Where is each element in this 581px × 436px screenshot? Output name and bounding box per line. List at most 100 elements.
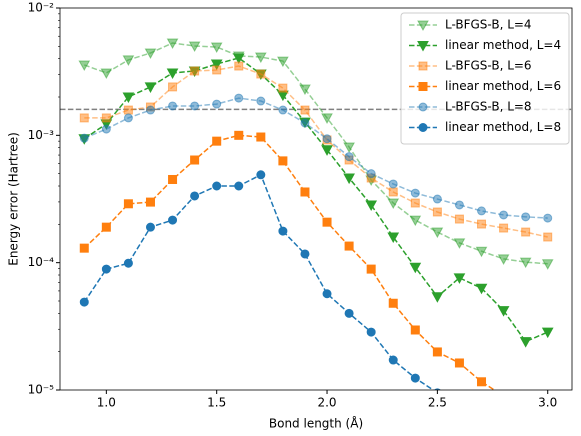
marker: [432, 194, 442, 204]
marker: [499, 223, 509, 233]
marker: [188, 41, 201, 53]
marker: [322, 217, 332, 227]
marker: [79, 113, 89, 123]
marker: [300, 187, 310, 197]
marker: [387, 232, 400, 244]
marker: [519, 337, 532, 348]
marker: [168, 101, 178, 111]
marker: [101, 222, 111, 232]
marker: [166, 68, 179, 79]
marker: [254, 52, 267, 64]
marker: [79, 297, 89, 307]
marker: [123, 113, 133, 123]
marker: [477, 377, 487, 387]
x-tick-label: 1.5: [207, 396, 226, 410]
marker: [144, 48, 157, 60]
marker: [477, 206, 487, 216]
marker: [410, 373, 420, 383]
x-tick-label: 1.0: [97, 396, 116, 410]
x-tick-label: 3.0: [538, 396, 557, 410]
legend-marker: [417, 41, 429, 52]
marker: [321, 145, 333, 156]
marker: [123, 105, 133, 115]
marker: [453, 273, 466, 284]
marker: [122, 55, 135, 66]
marker: [543, 232, 553, 242]
marker: [232, 53, 245, 65]
marker: [278, 226, 288, 236]
marker: [166, 38, 179, 50]
marker: [168, 215, 178, 225]
marker: [343, 173, 355, 185]
legend-label: linear method, L=8: [445, 120, 561, 134]
marker: [190, 155, 200, 165]
marker: [234, 130, 244, 140]
marker: [234, 61, 244, 71]
plot-frame: [59, 7, 573, 391]
marker: [168, 174, 178, 184]
marker: [144, 82, 157, 93]
marker: [190, 101, 200, 111]
marker: [497, 306, 510, 317]
marker: [212, 136, 222, 146]
marker: [475, 246, 488, 258]
series-line: [84, 65, 548, 238]
legend-label: L-BFGS-B, L=6: [445, 59, 532, 73]
marker: [299, 84, 311, 96]
marker: [388, 179, 398, 189]
marker: [123, 258, 133, 268]
x-tick-label: 2.5: [428, 396, 447, 410]
marker: [410, 325, 420, 335]
marker: [322, 289, 332, 299]
marker: [145, 105, 155, 115]
marker: [168, 82, 178, 92]
marker: [234, 93, 244, 103]
marker: [500, 392, 508, 400]
legend-marker: [418, 61, 428, 71]
marker: [521, 212, 531, 222]
series-line: [83, 97, 548, 219]
marker: [79, 133, 89, 143]
marker: [388, 187, 398, 197]
legend-label: L-BFGS-B, L=4: [445, 18, 532, 32]
marker: [210, 59, 223, 71]
marker: [100, 68, 113, 79]
marker: [454, 358, 464, 368]
marker: [521, 227, 531, 237]
marker: [388, 355, 398, 365]
marker: [212, 181, 222, 191]
marker: [278, 83, 288, 93]
marker: [190, 66, 200, 76]
marker: [101, 124, 111, 134]
marker: [123, 199, 133, 209]
legend-label: linear method, L=4: [445, 38, 561, 52]
legend-label: L-BFGS-B, L=8: [445, 100, 532, 114]
marker: [453, 238, 466, 249]
legend-marker: [418, 102, 428, 112]
marker: [366, 264, 376, 274]
marker: [432, 207, 442, 217]
marker: [409, 262, 422, 274]
marker: [344, 308, 354, 318]
marker: [210, 42, 223, 54]
marker: [431, 227, 444, 239]
marker: [101, 264, 111, 274]
marker: [256, 69, 266, 79]
marker: [344, 241, 354, 251]
x-tick-label: 2.0: [317, 396, 336, 410]
marker: [212, 99, 222, 109]
marker: [300, 118, 310, 128]
marker: [278, 105, 288, 115]
legend-marker: [418, 123, 428, 132]
legend-box: [400, 12, 570, 145]
marker: [234, 181, 244, 191]
marker: [122, 92, 135, 104]
marker: [256, 132, 266, 142]
marker: [343, 142, 355, 154]
marker: [541, 327, 554, 339]
marker: [78, 60, 91, 71]
marker: [410, 188, 420, 198]
marker: [321, 113, 333, 124]
marker: [344, 152, 354, 162]
series-line: [83, 173, 435, 390]
